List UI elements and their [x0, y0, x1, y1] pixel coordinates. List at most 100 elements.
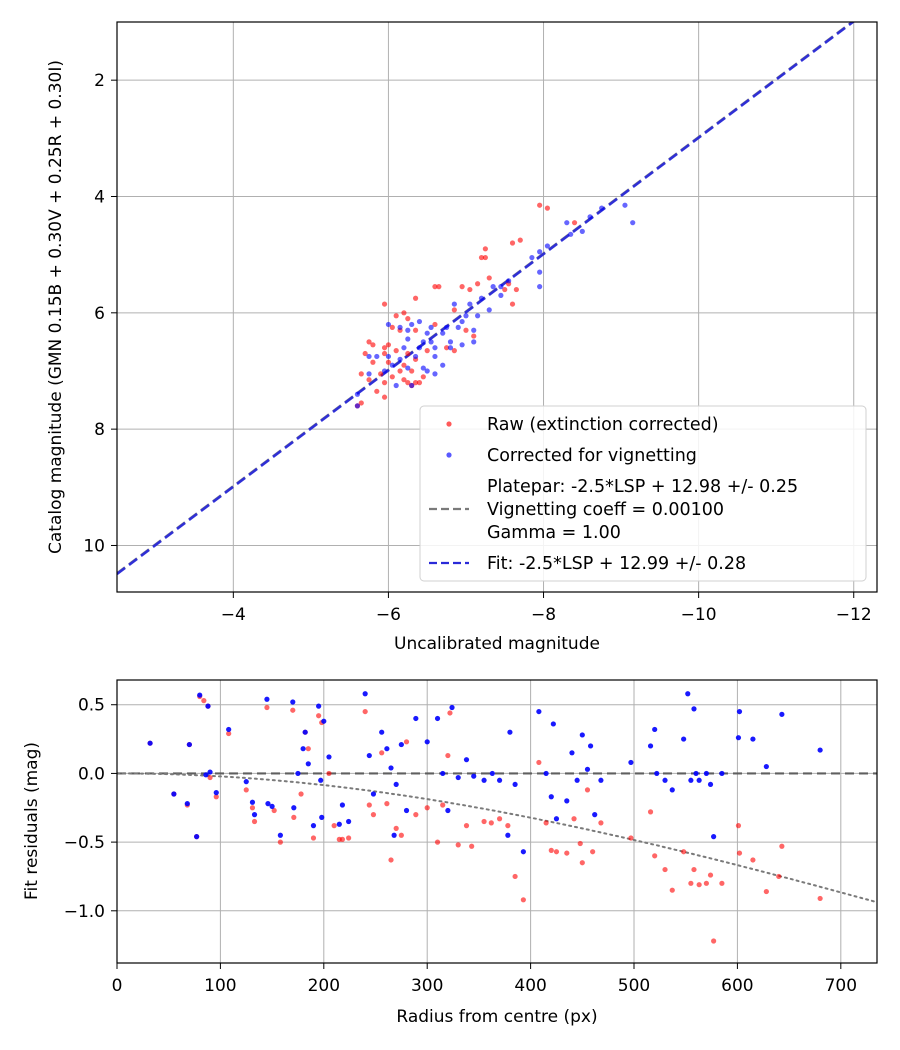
residual-corrected-point: [205, 703, 211, 709]
residual-raw-point: [226, 730, 232, 737]
top-raw-point: [443, 345, 450, 351]
top-ytick-label: 10: [83, 536, 105, 556]
top-raw-point: [475, 281, 481, 287]
top-corrected-point: [424, 368, 430, 374]
residual-corrected-point: [564, 798, 570, 804]
residual-corrected-point: [305, 761, 311, 767]
residual-raw-point: [362, 708, 368, 715]
residual-raw-point: [564, 850, 570, 856]
residual-corrected-point: [370, 791, 377, 797]
bottom-ytick-label: −0.5: [64, 833, 105, 853]
top-raw-point: [482, 246, 488, 252]
residual-raw-point: [463, 823, 470, 829]
top-corrected-point: [478, 295, 485, 301]
residual-corrected-point: [553, 816, 560, 822]
residual-corrected-point: [471, 773, 477, 779]
bottom-xtick-label: 0: [112, 976, 123, 996]
residual-corrected-point: [251, 812, 258, 818]
residual-raw-point: [316, 713, 322, 719]
residual-raw-point: [455, 842, 461, 848]
top-raw-point: [401, 362, 407, 368]
residual-raw-point: [520, 897, 526, 903]
top-xtick-label: −4: [221, 605, 246, 625]
residual-raw-point: [207, 774, 213, 781]
top-corrected-point: [537, 269, 543, 275]
residual-raw-point: [326, 770, 332, 777]
top-raw-point: [366, 339, 372, 345]
legend-raw-marker: [446, 421, 452, 427]
residual-corrected-point: [569, 750, 575, 756]
residual-corrected-point: [505, 832, 511, 838]
top-corrected-point: [374, 353, 380, 360]
residual-corrected-point: [550, 721, 556, 727]
top-corrected-point: [424, 330, 430, 336]
residual-corrected-point: [197, 692, 203, 698]
top-corrected-point: [405, 365, 411, 371]
top-corrected-point: [354, 403, 361, 409]
top-raw-point: [401, 377, 407, 383]
top-corrected-point: [587, 214, 593, 220]
top-raw-point: [467, 286, 473, 293]
residual-corrected-point: [628, 759, 634, 766]
residual-corrected-point: [449, 704, 455, 711]
residual-corrected-point: [391, 832, 397, 838]
vignetting-curve: [117, 772, 877, 904]
top-scatter-points: [354, 202, 636, 409]
bottom-xtick-label: 400: [514, 976, 546, 996]
residual-raw-point: [445, 752, 451, 759]
top-raw-point: [451, 348, 457, 354]
residual-corrected-point: [652, 726, 658, 733]
residual-corrected-point: [669, 787, 675, 793]
top-corrected-point: [537, 284, 543, 290]
residual-corrected-point: [592, 812, 598, 818]
top-raw-point: [544, 205, 551, 211]
residual-raw-point: [577, 840, 583, 847]
top-corrected-point: [420, 339, 426, 345]
top-corrected-point: [389, 362, 395, 368]
residual-corrected-point: [269, 803, 275, 809]
residual-corrected-point: [688, 777, 694, 783]
residual-corrected-point: [291, 805, 297, 811]
top-corrected-point: [630, 220, 636, 226]
residual-raw-point: [290, 707, 296, 713]
residual-corrected-point: [203, 772, 209, 778]
residual-corrected-point: [719, 770, 725, 777]
top-raw-point: [374, 388, 380, 394]
top-corrected-point: [599, 205, 605, 211]
top-raw-point: [358, 400, 364, 406]
residual-corrected-point: [339, 802, 346, 808]
residual-corrected-point: [584, 766, 591, 772]
top-raw-point: [420, 374, 426, 380]
top-raw-point: [389, 374, 395, 380]
residual-corrected-point: [481, 777, 487, 783]
top-axes-frame: [116, 21, 878, 593]
residual-raw-point: [271, 807, 277, 814]
residual-raw-point: [305, 746, 311, 752]
residual-raw-point: [691, 866, 697, 873]
bottom-tick-labels: 0 100 200 300 400 500 600 700 0.5 0.0 −0.5 −1.0: [64, 696, 857, 996]
top-corrected-point: [409, 321, 415, 328]
top-corrected-point: [440, 330, 446, 336]
residual-corrected-point: [543, 770, 549, 777]
residual-raw-point: [447, 710, 453, 716]
top-corrected-point: [416, 345, 423, 351]
residual-raw-point: [393, 825, 399, 831]
legend-box: [419, 405, 867, 582]
top-fit-lines: [117, 22, 856, 576]
top-corrected-point: [385, 321, 392, 328]
residual-corrected-point: [213, 790, 219, 796]
top-corrected-point: [506, 278, 512, 284]
residual-corrected-point: [302, 729, 308, 735]
top-corrected-point: [537, 249, 543, 255]
bottom-ytick-label: −1.0: [64, 902, 105, 922]
top-raw-point: [436, 284, 442, 290]
top-raw-point: [397, 368, 403, 374]
top-raw-point: [370, 359, 376, 365]
top-raw-point: [451, 307, 457, 313]
top-raw-point: [389, 324, 395, 330]
top-ylabel: Catalog magnitude (GMN 0.15B + 0.30V + 0…: [46, 60, 66, 554]
top-corrected-point: [447, 345, 454, 351]
residual-raw-point: [735, 823, 742, 829]
top-raw-point: [366, 377, 372, 383]
residual-raw-point: [688, 880, 694, 886]
